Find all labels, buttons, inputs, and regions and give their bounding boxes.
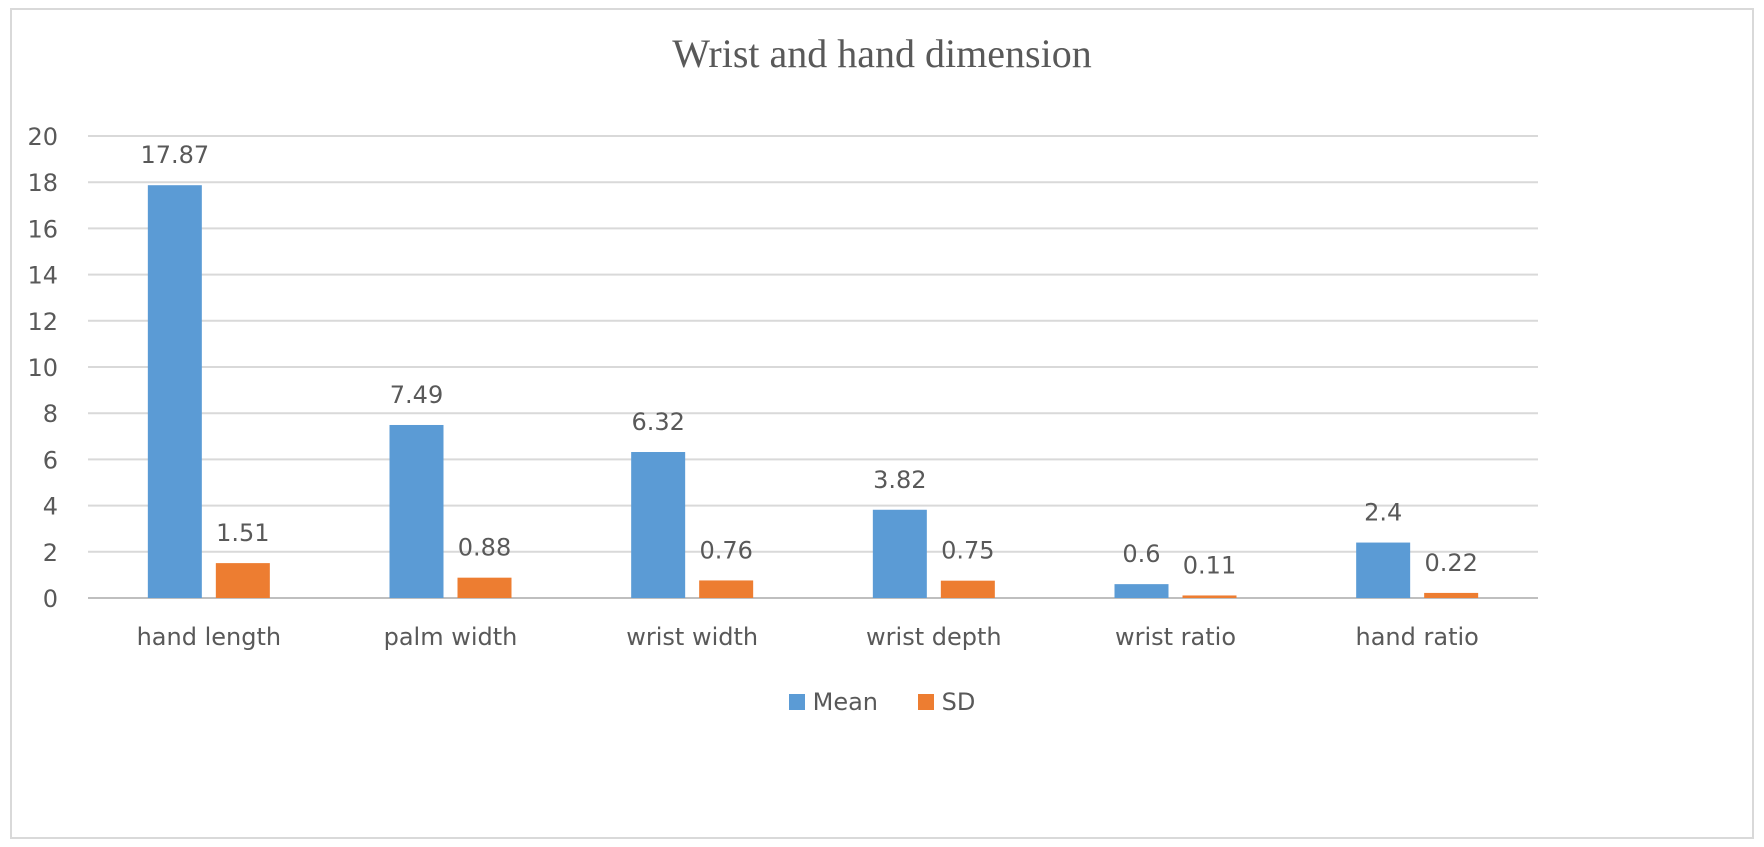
bar-mean xyxy=(872,509,927,598)
y-tick-label: 10 xyxy=(27,354,58,382)
y-tick-label: 8 xyxy=(43,400,58,428)
y-tick-label: 16 xyxy=(27,215,58,243)
bar-sd xyxy=(940,580,995,598)
x-tick-label: palm width xyxy=(384,623,518,651)
bar-sd xyxy=(699,580,754,598)
legend-label-mean: Mean xyxy=(812,688,879,716)
legend-label-sd: SD xyxy=(941,688,976,716)
data-label: 0.88 xyxy=(458,534,511,562)
data-label: 0.11 xyxy=(1183,551,1236,579)
legend-item-mean: Mean xyxy=(788,688,879,716)
bar-mean xyxy=(147,185,202,598)
gridlines xyxy=(88,135,1538,599)
x-tick-label: wrist depth xyxy=(866,623,1002,651)
bar-sd xyxy=(1424,592,1479,598)
bar-mean xyxy=(1356,542,1411,598)
data-label: 1.51 xyxy=(216,519,269,547)
x-axis-ticks: hand length palm width wrist width wrist de… xyxy=(137,623,1479,651)
y-tick-label: 18 xyxy=(27,169,58,197)
bars xyxy=(147,185,1479,598)
data-label: 0.22 xyxy=(1424,549,1477,577)
y-tick-label: 2 xyxy=(43,539,58,567)
data-label: 0.6 xyxy=(1122,540,1160,568)
data-labels: 17.87 1.51 7.49 0.88 6.32 0.76 3.82 0.75 0.6 0.11… xyxy=(140,141,1477,579)
legend: Mean SD xyxy=(0,688,1764,716)
data-label: 2.4 xyxy=(1364,499,1402,527)
data-label: 7.49 xyxy=(390,381,443,409)
y-tick-label: 14 xyxy=(27,262,58,290)
bar-mean xyxy=(631,452,686,598)
bar-sd xyxy=(1182,595,1237,598)
data-label: 6.32 xyxy=(631,408,684,436)
x-tick-label: wrist ratio xyxy=(1115,623,1236,651)
bar-sd xyxy=(457,577,512,598)
y-tick-label: 6 xyxy=(43,446,58,474)
data-label: 0.75 xyxy=(941,537,994,565)
y-tick-label: 0 xyxy=(43,585,58,613)
data-label: 17.87 xyxy=(140,141,209,169)
y-tick-label: 12 xyxy=(27,308,58,336)
bar-sd xyxy=(215,563,270,598)
x-tick-label: hand length xyxy=(137,623,282,651)
chart-frame xyxy=(10,8,1754,839)
x-tick-label: wrist width xyxy=(626,623,758,651)
data-label: 0.76 xyxy=(699,536,752,564)
y-tick-label: 4 xyxy=(43,493,58,521)
y-tick-label: 20 xyxy=(27,123,58,151)
y-axis-ticks: 0 2 4 6 8 10 12 14 16 18 20 xyxy=(27,123,58,613)
data-label: 3.82 xyxy=(873,466,926,494)
bar-mean xyxy=(389,424,444,598)
legend-swatch-mean xyxy=(788,694,805,710)
x-tick-label: hand ratio xyxy=(1356,623,1479,651)
legend-item-sd: SD xyxy=(917,688,976,716)
legend-swatch-sd xyxy=(917,694,934,710)
chart-title: Wrist and hand dimension xyxy=(672,31,1092,76)
bar-mean xyxy=(1114,584,1169,598)
